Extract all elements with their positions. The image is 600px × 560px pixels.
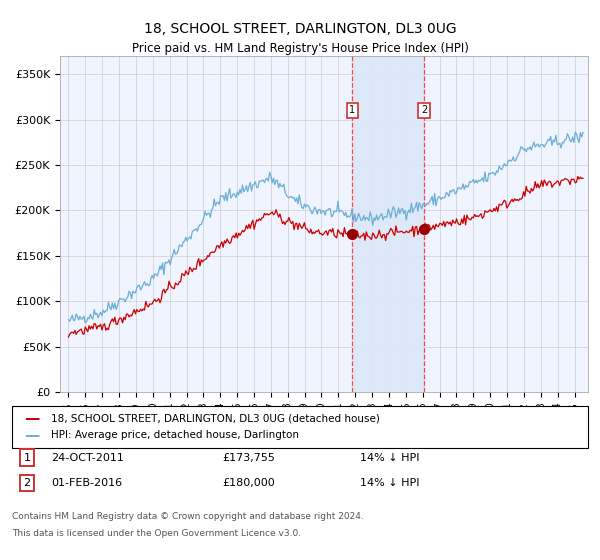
Text: —: — bbox=[24, 411, 40, 426]
Text: 01-FEB-2016: 01-FEB-2016 bbox=[51, 478, 122, 488]
Text: 1: 1 bbox=[349, 105, 355, 115]
Text: 24-OCT-2011: 24-OCT-2011 bbox=[51, 452, 124, 463]
Text: 18, SCHOOL STREET, DARLINGTON, DL3 0UG: 18, SCHOOL STREET, DARLINGTON, DL3 0UG bbox=[143, 22, 457, 36]
Text: 2: 2 bbox=[23, 478, 31, 488]
Text: £173,755: £173,755 bbox=[222, 452, 275, 463]
Text: —: — bbox=[24, 428, 40, 442]
Text: 18, SCHOOL STREET, DARLINGTON, DL3 0UG (detached house): 18, SCHOOL STREET, DARLINGTON, DL3 0UG (… bbox=[51, 413, 380, 423]
Text: HPI: Average price, detached house, Darlington: HPI: Average price, detached house, Darl… bbox=[51, 430, 299, 440]
Text: 2: 2 bbox=[421, 105, 427, 115]
Text: 14% ↓ HPI: 14% ↓ HPI bbox=[360, 452, 419, 463]
Text: £180,000: £180,000 bbox=[222, 478, 275, 488]
Bar bbox=[352, 56, 424, 392]
Text: Price paid vs. HM Land Registry's House Price Index (HPI): Price paid vs. HM Land Registry's House … bbox=[131, 42, 469, 55]
Text: 14% ↓ HPI: 14% ↓ HPI bbox=[360, 478, 419, 488]
Text: 1: 1 bbox=[23, 452, 31, 463]
Text: Contains HM Land Registry data © Crown copyright and database right 2024.: Contains HM Land Registry data © Crown c… bbox=[12, 512, 364, 521]
Text: This data is licensed under the Open Government Licence v3.0.: This data is licensed under the Open Gov… bbox=[12, 529, 301, 538]
